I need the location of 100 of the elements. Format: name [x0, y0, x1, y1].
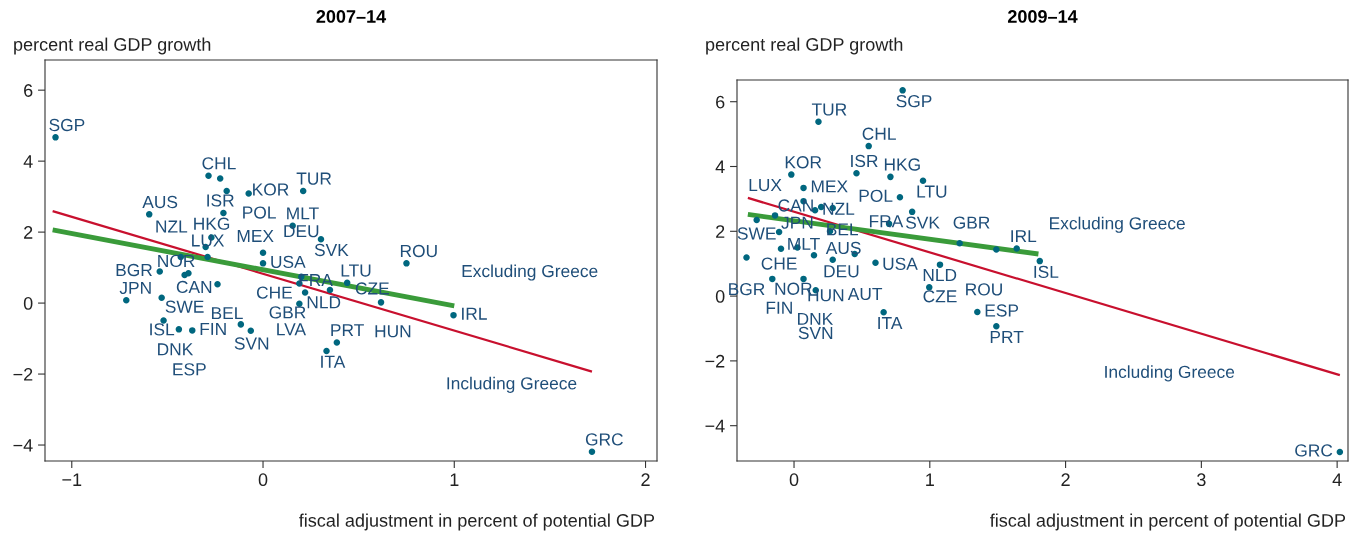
y-tick-label: −4 — [13, 439, 33, 452]
point — [899, 87, 906, 94]
annotation: HUN — [375, 325, 411, 338]
annotation: NOR — [158, 254, 195, 268]
annotation: ESP — [173, 363, 206, 376]
x-tick-label: 0 — [258, 473, 268, 487]
annotation: FIN — [200, 322, 226, 335]
point — [189, 327, 196, 334]
point — [204, 253, 211, 261]
point — [259, 249, 267, 256]
annotation: DEU — [284, 225, 319, 238]
point — [326, 286, 334, 294]
annotation: MEX — [237, 229, 274, 242]
point — [237, 321, 245, 328]
annotation: GRC — [585, 433, 623, 446]
point — [403, 260, 410, 267]
x-tick-label: 2 — [641, 473, 650, 486]
point — [753, 216, 760, 224]
y-tick-label: −2 — [13, 367, 33, 381]
annotation: ISL — [1034, 265, 1059, 279]
point — [800, 184, 807, 192]
annotation: SVN — [234, 337, 269, 350]
annotation: USA — [271, 255, 306, 268]
annotation: PRT — [990, 331, 1024, 343]
annotation: SVK — [314, 243, 349, 257]
x-tick-label: −1 — [62, 473, 82, 486]
y-tick-label: −4 — [705, 419, 725, 433]
annotation: LTU — [341, 264, 371, 277]
annotation: DNK — [158, 343, 194, 356]
x-tick-label: 2 — [1061, 473, 1070, 486]
point — [887, 173, 894, 181]
point — [865, 142, 872, 150]
y-axis-title: percent real GDP growth — [706, 37, 903, 55]
annotation: NZL — [156, 220, 188, 233]
point — [145, 211, 153, 218]
annotation: ROU — [966, 283, 1002, 296]
point — [214, 281, 221, 288]
point — [323, 347, 330, 355]
point — [52, 134, 59, 141]
annotation: BGR — [116, 263, 152, 277]
point — [1013, 245, 1020, 252]
annotation: LTU — [917, 185, 947, 198]
annotation: FRA — [869, 215, 904, 228]
point — [205, 172, 212, 179]
point — [450, 311, 457, 319]
point — [769, 275, 776, 283]
point — [216, 175, 224, 182]
annotation: ISL — [150, 323, 175, 336]
annotation: POL — [859, 189, 893, 202]
annotation: BGR — [729, 283, 765, 296]
point — [299, 187, 307, 195]
annotation: ISR — [851, 154, 878, 168]
point — [158, 294, 165, 302]
x-tick-label: 0 — [789, 473, 799, 487]
point — [853, 170, 860, 177]
annotation: IRL — [462, 307, 487, 320]
annotation: LVA — [277, 323, 306, 336]
point — [301, 289, 309, 296]
point — [343, 279, 351, 287]
annotation: MLT — [287, 207, 319, 220]
point — [777, 245, 785, 253]
y-tick-label: 2 — [716, 225, 725, 238]
annotation: BEL — [211, 307, 243, 320]
x-axis-title: fiscal adjustment in percent of potential GDP — [299, 513, 655, 531]
annotation: KOR — [785, 156, 822, 169]
annotation: SVK — [906, 216, 940, 229]
point — [185, 270, 192, 277]
annotation: CZE — [923, 290, 957, 303]
y-axis-title: percent real GDP growth — [14, 37, 211, 55]
annotation: GBR — [269, 306, 306, 319]
point — [1336, 448, 1344, 456]
point — [880, 309, 887, 316]
point — [829, 256, 836, 264]
y-tick-label: −2 — [705, 354, 725, 368]
annotation: GRC — [1295, 444, 1333, 457]
annotation: CAN — [778, 199, 813, 212]
annotation: LUX — [192, 234, 225, 247]
annotation: LUX — [749, 179, 782, 192]
point — [815, 118, 822, 126]
annotation: SWE — [737, 227, 776, 240]
annotation: ITA — [878, 317, 903, 330]
point — [974, 308, 981, 316]
y-tick-label: 4 — [715, 160, 725, 174]
annotation: CHL — [202, 157, 236, 170]
annotation: NZL — [823, 202, 855, 215]
point — [588, 448, 596, 456]
annotation: ESP — [985, 304, 1019, 317]
annotation: HKG — [194, 217, 230, 230]
annotation: CHE — [256, 286, 292, 299]
y-tick-label: 0 — [23, 297, 33, 310]
y-tick-label: 4 — [23, 155, 33, 168]
annotation: AUS — [825, 241, 861, 255]
point — [771, 212, 779, 219]
point — [743, 254, 750, 261]
annotation: CHL — [862, 127, 896, 140]
point — [810, 252, 818, 259]
annotation: Including Greece — [1105, 365, 1235, 382]
point — [993, 322, 1000, 330]
annotation: PRT — [331, 324, 364, 337]
point — [175, 326, 183, 333]
